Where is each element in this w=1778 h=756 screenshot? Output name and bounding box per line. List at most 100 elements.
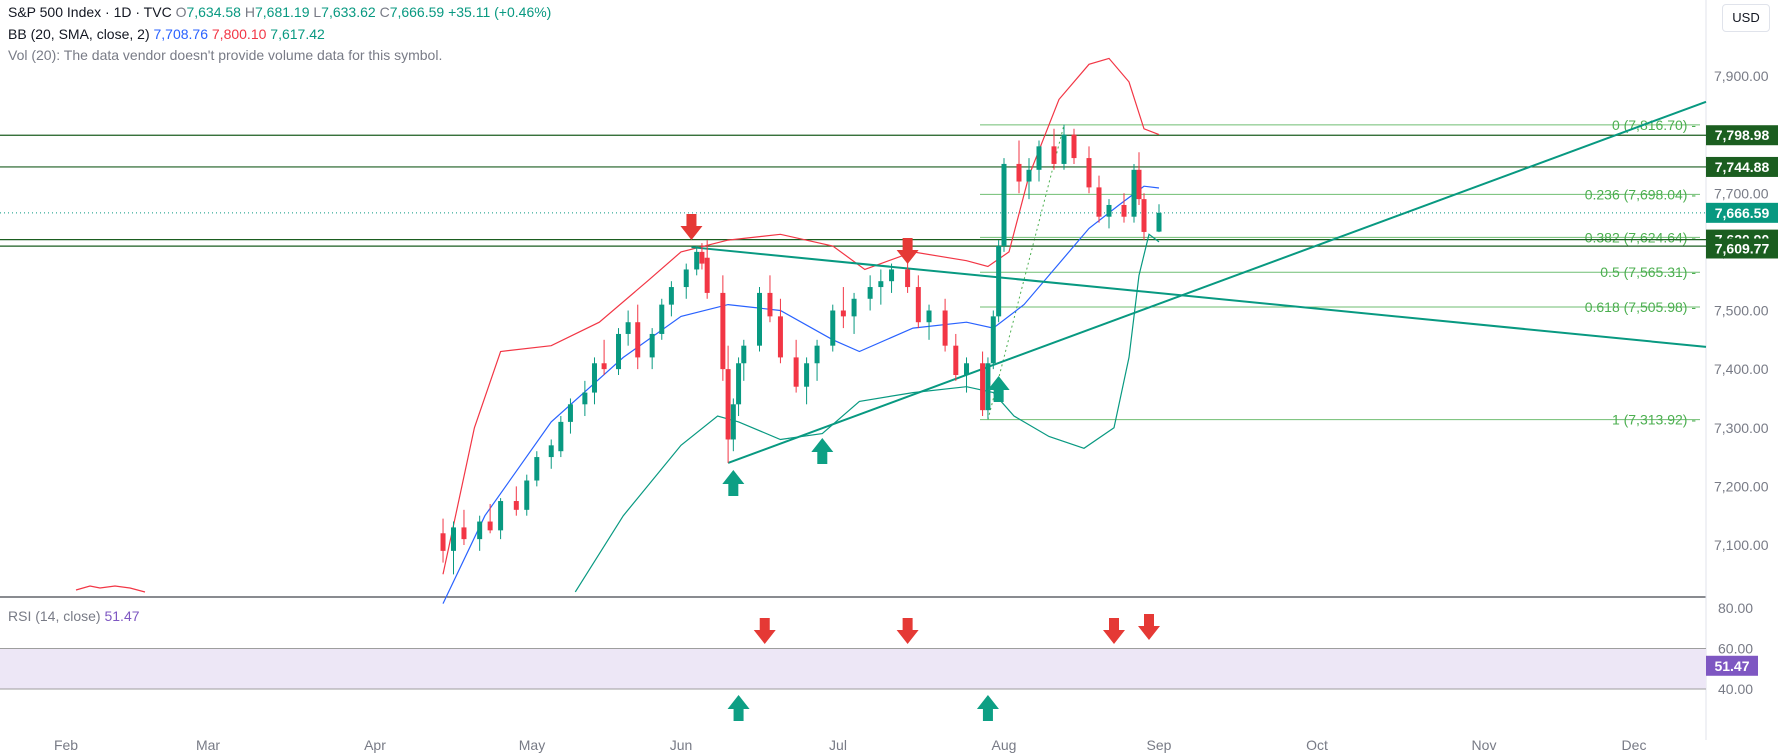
candle (926, 304, 932, 340)
candle-body (1036, 146, 1042, 170)
bb-legend[interactable]: BB (20, SMA, close, 2) 7,708.76 7,800.10… (8, 26, 325, 42)
candle (1051, 128, 1057, 170)
vol-legend[interactable]: Vol (20): The data vendor doesn't provid… (8, 47, 442, 63)
candle (694, 246, 700, 276)
candle (1026, 158, 1032, 200)
candle-body (804, 363, 810, 387)
fib-level-label: 0.236 (7,698.04) - (1585, 186, 1697, 202)
rsi-value-tag-bg (1706, 655, 1758, 676)
y-tick-label: 7,400.00 (1714, 361, 1769, 377)
candle (942, 298, 948, 352)
candle-body (477, 521, 483, 540)
symbol-legend: S&P 500 Index · 1D · TVC O7,634.58 H7,68… (8, 4, 551, 20)
candle (461, 509, 467, 545)
candle (889, 263, 895, 293)
candle-body (582, 392, 588, 405)
candle-body (980, 363, 986, 411)
candle-body (996, 246, 1002, 317)
candle-body (649, 333, 655, 358)
candle (659, 298, 665, 340)
candle (635, 304, 641, 370)
candle-body (757, 292, 762, 346)
bb-lower-band (574, 233, 1160, 593)
candle (1136, 152, 1142, 205)
candle (757, 287, 762, 352)
y-tick-label: 7,300.00 (1714, 420, 1769, 436)
last-price-tag: 7,666.59 (1715, 205, 1770, 221)
level-tag-bg (1706, 156, 1778, 177)
candle (851, 292, 857, 334)
candle-body (534, 457, 540, 481)
arrow-up-icon (987, 376, 1010, 402)
x-tick-label: Jun (670, 737, 693, 753)
fib-level-label: 0.5 (7,565.31) - (1600, 264, 1696, 280)
candle-body (659, 304, 665, 334)
candle-body (867, 287, 873, 299)
y-tick-label: 7,500.00 (1714, 303, 1769, 319)
fib-trend-line (987, 124, 1065, 420)
candle-body (1096, 187, 1102, 217)
candle-body (767, 292, 773, 317)
rsi-level-label: 80.00 (1718, 600, 1753, 616)
rsi-legend[interactable]: RSI (14, close) 51.47 (8, 608, 140, 624)
x-tick-label: Oct (1306, 737, 1328, 753)
candle-body (601, 363, 607, 370)
candle-body (440, 533, 446, 551)
candle-body (814, 345, 820, 364)
arrow-down-icon (896, 618, 919, 644)
level-tag: 7,609.77 (1715, 240, 1770, 256)
high-value: 7,681.19 (254, 4, 310, 20)
candle-body (1136, 169, 1142, 200)
candle (1086, 146, 1092, 194)
candle (440, 518, 446, 563)
x-tick-label: Apr (364, 737, 386, 753)
candle (1156, 204, 1162, 233)
candle (477, 515, 483, 551)
candle (1036, 140, 1042, 182)
candle (953, 333, 959, 381)
candle (487, 503, 493, 534)
candle (915, 275, 921, 329)
fib-level-label: 1 (7,313.92) - (1612, 412, 1696, 428)
ascending-trend-line (727, 100, 1707, 464)
candle-body (487, 521, 493, 531)
candle-body (730, 404, 736, 440)
x-tick-label: Feb (54, 737, 78, 753)
candle (964, 357, 970, 393)
candle-body (964, 363, 970, 375)
rsi-value-tag: 51.47 (1714, 658, 1749, 674)
last-price-tag-bg (1706, 202, 1778, 223)
candle-body (830, 310, 836, 346)
rsi-level-label: 60.00 (1718, 641, 1753, 657)
x-tick-label: Nov (1472, 737, 1497, 753)
low-value: 7,633.62 (321, 4, 376, 20)
candle (704, 240, 710, 299)
candle-body (694, 251, 700, 270)
candle-body (725, 369, 731, 440)
candle-body (616, 333, 622, 370)
candle (1141, 193, 1147, 241)
candle-body (736, 363, 742, 405)
x-tick-label: Jul (829, 737, 847, 753)
arrow-down-icon (680, 214, 703, 240)
candle (767, 275, 773, 323)
candle-body (1061, 134, 1067, 164)
candle-body (793, 357, 799, 387)
currency-button[interactable]: USD (1722, 4, 1770, 32)
candle (725, 345, 731, 463)
candle (730, 398, 736, 452)
x-tick-label: Sep (1147, 737, 1172, 753)
candle-body (990, 316, 996, 364)
candle (985, 357, 991, 419)
candle (990, 310, 996, 370)
x-tick-label: Mar (196, 737, 220, 753)
candle (1106, 199, 1112, 229)
y-tick-label: 7,200.00 (1714, 478, 1769, 494)
arrow-up-icon (722, 470, 745, 496)
candle (1121, 193, 1127, 223)
level-tag: 7,798.98 (1715, 127, 1770, 143)
candle (1016, 140, 1022, 194)
bb-basis-line (442, 185, 1160, 604)
candle-body (878, 281, 884, 288)
